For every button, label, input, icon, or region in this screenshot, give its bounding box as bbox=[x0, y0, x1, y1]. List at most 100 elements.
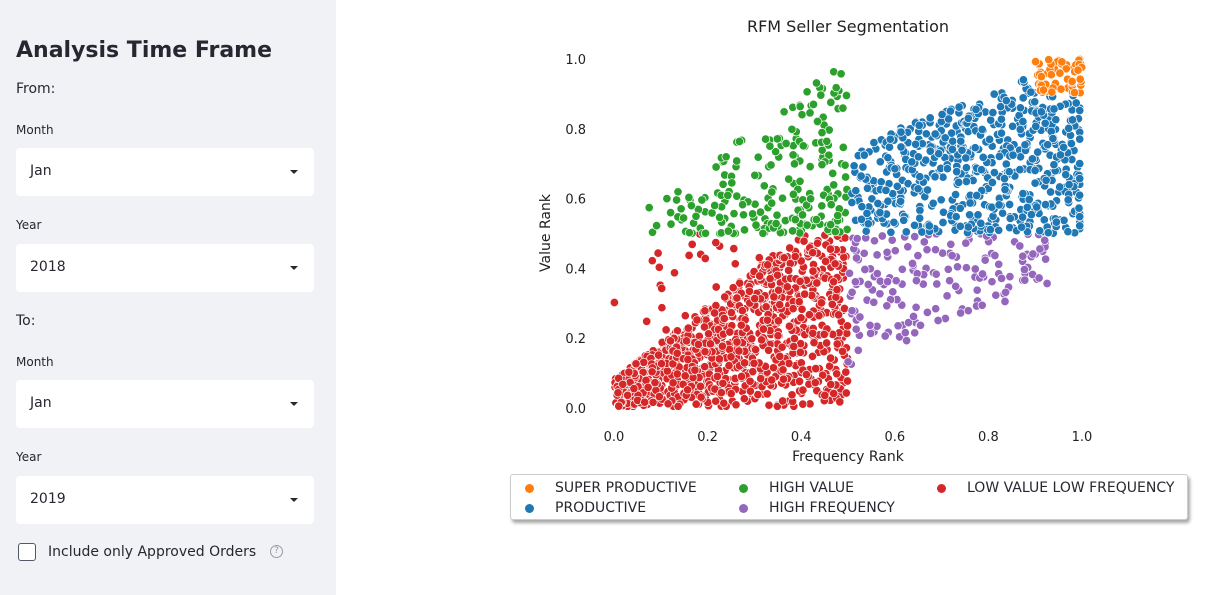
data-point bbox=[1057, 57, 1067, 67]
data-point bbox=[999, 174, 1010, 184]
from-year-select[interactable]: 2018 bbox=[16, 244, 314, 292]
data-point bbox=[788, 304, 798, 314]
data-point bbox=[1035, 244, 1045, 254]
data-point bbox=[691, 399, 701, 409]
approved-orders-checkbox[interactable] bbox=[18, 543, 36, 561]
data-point bbox=[944, 114, 954, 124]
data-point bbox=[838, 103, 848, 113]
data-point bbox=[750, 170, 760, 180]
data-point bbox=[789, 333, 799, 344]
data-point bbox=[863, 279, 873, 290]
data-point bbox=[951, 212, 961, 222]
data-point bbox=[889, 217, 899, 227]
data-point bbox=[696, 392, 706, 402]
data-point bbox=[1064, 180, 1074, 190]
to-month-select[interactable]: Jan bbox=[16, 380, 314, 428]
data-point bbox=[925, 146, 935, 156]
approved-orders-label[interactable]: Include only Approved Orders bbox=[48, 544, 257, 560]
legend-label: PRODUCTIVE bbox=[555, 500, 647, 516]
data-point bbox=[668, 378, 678, 388]
data-point bbox=[810, 378, 820, 388]
data-point bbox=[758, 228, 768, 238]
data-point bbox=[797, 110, 807, 120]
data-point bbox=[684, 192, 694, 203]
data-point bbox=[684, 228, 694, 238]
from-month-label: Month bbox=[16, 123, 54, 137]
data-point bbox=[788, 189, 798, 199]
x-axis-label: Frequency Rank bbox=[792, 449, 905, 465]
data-point bbox=[908, 311, 919, 322]
data-point bbox=[1017, 222, 1027, 232]
data-point bbox=[684, 250, 694, 260]
data-point bbox=[669, 268, 680, 278]
data-point bbox=[1075, 74, 1085, 84]
data-point bbox=[877, 231, 887, 241]
data-point bbox=[952, 167, 962, 177]
data-point bbox=[673, 187, 683, 197]
data-point bbox=[1038, 85, 1049, 95]
data-point bbox=[915, 213, 925, 223]
data-point bbox=[740, 358, 750, 368]
data-point bbox=[787, 124, 797, 134]
data-point bbox=[841, 388, 851, 398]
data-point bbox=[705, 339, 715, 349]
to-year-select[interactable]: 2019 bbox=[16, 476, 314, 524]
data-point bbox=[886, 227, 896, 237]
data-point bbox=[1036, 107, 1046, 117]
data-point bbox=[887, 235, 897, 245]
y-axis-label: Value Rank bbox=[538, 193, 554, 272]
data-point bbox=[794, 297, 804, 307]
data-point bbox=[672, 348, 682, 358]
data-point bbox=[866, 328, 876, 338]
data-point bbox=[805, 162, 815, 172]
data-point bbox=[657, 303, 667, 313]
y-axis-ticks: 0.0 0.2 0.4 0.6 0.8 1.0 bbox=[565, 53, 586, 417]
data-point bbox=[985, 134, 995, 144]
data-point bbox=[930, 129, 940, 139]
data-point bbox=[723, 226, 733, 236]
data-point bbox=[911, 139, 921, 149]
data-point bbox=[769, 292, 779, 302]
data-point bbox=[767, 198, 777, 208]
data-point bbox=[652, 221, 662, 231]
data-point bbox=[980, 255, 990, 265]
help-circle-icon[interactable]: ? bbox=[270, 545, 283, 558]
data-point bbox=[1067, 76, 1077, 86]
data-point bbox=[716, 388, 726, 398]
data-point bbox=[808, 266, 818, 276]
data-point bbox=[795, 101, 805, 112]
y-tick-label: 0.4 bbox=[565, 262, 586, 277]
data-point bbox=[934, 149, 944, 159]
data-point bbox=[712, 371, 722, 381]
data-point bbox=[972, 285, 982, 295]
data-point bbox=[940, 133, 950, 143]
data-point bbox=[875, 157, 885, 167]
data-point bbox=[1043, 140, 1053, 150]
data-point bbox=[1075, 159, 1085, 169]
data-point bbox=[1066, 139, 1076, 149]
data-point bbox=[728, 283, 738, 293]
from-month-select[interactable]: Jan bbox=[16, 148, 314, 196]
data-point bbox=[808, 99, 819, 109]
data-point bbox=[647, 367, 657, 377]
data-point bbox=[719, 313, 729, 324]
x-tick-label: 1.0 bbox=[1072, 430, 1093, 445]
rfm-scatter-chart: RFM Seller Segmentation 0.0 0.2 0.4 0.6 0.8 1… bbox=[538, 17, 1093, 465]
data-point bbox=[1026, 87, 1036, 97]
data-point bbox=[724, 361, 734, 371]
data-point bbox=[835, 397, 845, 407]
data-point bbox=[915, 172, 925, 182]
data-point bbox=[788, 226, 798, 236]
data-point bbox=[902, 336, 912, 346]
data-point bbox=[947, 251, 957, 261]
x-axis-ticks: 0.0 0.2 0.4 0.6 0.8 1.0 bbox=[604, 430, 1093, 445]
data-point bbox=[751, 220, 761, 230]
data-point bbox=[788, 150, 798, 160]
legend-marker bbox=[937, 484, 946, 493]
data-point bbox=[853, 345, 863, 355]
data-point bbox=[1030, 165, 1040, 176]
data-point bbox=[842, 328, 852, 338]
data-point bbox=[847, 287, 857, 297]
data-point bbox=[896, 127, 906, 137]
data-point bbox=[1000, 296, 1010, 307]
